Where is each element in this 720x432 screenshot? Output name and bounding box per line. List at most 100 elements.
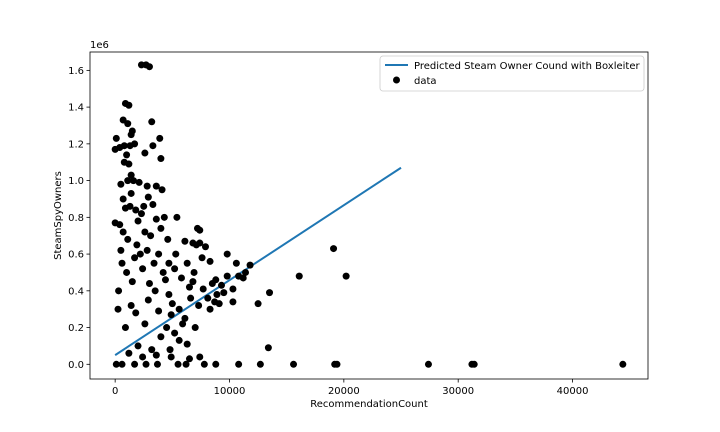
data-point [208,279,216,287]
data-point [220,289,228,297]
data-point [148,346,156,354]
data-point [619,360,627,368]
data-point [171,329,179,337]
data-point [140,202,148,210]
data-point [166,346,174,354]
y-tick-label: 0.8 [68,213,84,224]
data-point [198,254,206,262]
data-point [152,182,160,190]
data-point [123,268,131,276]
y-tick-label: 1.6 [68,66,84,77]
y-axis-offset-label: 1e6 [90,40,109,51]
data-point [157,224,165,232]
data-point [141,320,149,328]
data-point [151,287,159,295]
data-point [152,215,160,223]
data-point [117,180,125,188]
data-point [183,259,191,267]
data-point [143,246,151,254]
x-axis-title: RecommendationCount [310,399,428,410]
data-point [114,305,122,313]
data-point [124,120,132,128]
x-tick-label: 0 [112,386,118,397]
data-point [156,134,164,142]
data-point [150,259,158,267]
data-point [168,300,176,308]
data-point [223,272,231,280]
data-point [125,349,133,357]
data-point [290,360,298,368]
data-point [183,340,191,348]
data-point [229,298,237,306]
data-point [118,259,126,267]
data-point [215,300,223,308]
data-point [112,360,120,368]
data-point [167,311,175,319]
data-point [200,360,208,368]
data-point [160,213,168,221]
data-point [157,333,165,341]
y-axis-title: SteamSpyOwners [53,171,64,260]
data-point [127,189,135,197]
data-point [127,131,135,139]
data-point [171,265,179,273]
data-point [136,250,144,258]
y-tick-label: 1.4 [68,103,84,114]
data-point [181,314,189,322]
data-point [163,324,171,332]
data-point [196,239,204,247]
data-point [424,360,432,368]
y-tick-label: 0.6 [68,250,84,261]
data-point [124,177,132,185]
y-tick-label: 1.0 [68,176,84,187]
data-point [213,290,221,298]
data-point [206,305,214,313]
y-tick-label: 0.2 [68,323,84,334]
data-point [120,158,128,166]
x-tick-label: 10000 [214,386,246,397]
data-point [142,360,150,368]
plot-frame [89,51,649,380]
data-point [144,296,152,304]
data-point [127,302,135,310]
data-point [149,200,157,208]
data-point [254,300,262,308]
data-point [152,351,160,359]
data-point [333,360,341,368]
y-tick-label: 0.4 [68,286,84,297]
data-point [120,142,128,150]
data-point [144,193,152,201]
data-point [199,285,207,293]
data-point [177,274,185,282]
data-point [158,186,166,194]
data-point [148,118,156,126]
x-axis-ticks: 0 10000 20000 30000 40000 [112,379,588,397]
data-point [189,278,197,286]
data-point [145,279,153,287]
data-point [116,221,124,229]
data-point [127,171,135,179]
data-point [121,324,129,332]
data-point [172,250,180,258]
data-point [266,289,274,297]
data-point [155,250,163,258]
x-tick-label: 20000 [328,386,360,397]
data-point [196,353,204,361]
data-point [149,142,157,150]
data-point [123,151,131,159]
data-point [131,140,139,148]
data-point [206,257,214,265]
data-point [135,178,143,186]
data-point [174,360,182,368]
data-point [128,278,136,286]
prediction-line [114,166,402,356]
data-point [139,353,147,361]
data-point [232,259,240,267]
legend: Predicted Steam Owner Cound with Boxleit… [379,55,645,92]
data-point [229,285,237,293]
data-point [181,237,189,245]
data-point [167,353,175,361]
legend-label-data: data [414,76,437,87]
legend-marker-swatch [393,76,400,84]
